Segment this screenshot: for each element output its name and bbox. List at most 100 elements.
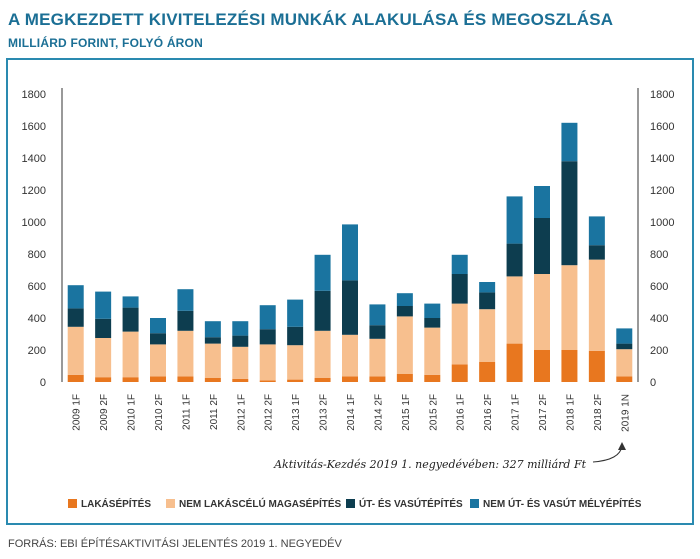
- annotation-arrow: [592, 445, 623, 463]
- bar-segment: [342, 376, 358, 382]
- bar-segment: [479, 282, 496, 293]
- bar-segment: [314, 378, 331, 382]
- bar-segment: [369, 325, 386, 339]
- bar-segment: [150, 344, 166, 377]
- y-tick-label-right: 200: [650, 345, 668, 357]
- bar-segment: [95, 318, 112, 338]
- legend-swatch: [470, 499, 479, 508]
- bar-segment: [259, 380, 276, 382]
- bar-segment: [616, 349, 633, 377]
- legend-swatch: [346, 499, 355, 508]
- chart-subtitle: MILLIÁRD FORINT, FOLYÓ ÁRON: [8, 36, 203, 50]
- y-tick-label-left: 1200: [22, 185, 46, 197]
- x-tick-label: 2016 1F: [456, 394, 467, 431]
- bar-segment: [534, 218, 550, 274]
- bar-segment: [396, 374, 413, 382]
- x-tick-label: 2009 1F: [72, 394, 83, 431]
- y-tick-label-right: 1200: [650, 185, 674, 197]
- bar-segment: [451, 303, 468, 365]
- bar-segment: [369, 338, 386, 377]
- x-axis-labels: 2009 1F 2009 2F 2010 1F 2010 2F 2011 1F 2011 …: [72, 394, 632, 432]
- bar-segment: [396, 293, 413, 306]
- bar-segment: [67, 374, 84, 382]
- legend-label: LAKÁSÉPÍTÉS: [81, 497, 151, 510]
- x-tick-label: 2010 2F: [154, 394, 165, 431]
- bar-segment: [534, 274, 550, 350]
- legend-swatch: [166, 499, 175, 508]
- bar-segment: [232, 346, 249, 379]
- y-tick-label-right: 1600: [650, 121, 674, 133]
- bar-segment: [314, 290, 331, 331]
- x-tick-label: 2011 1F: [181, 394, 192, 430]
- y-tick-label-left: 1000: [22, 217, 46, 229]
- x-tick-label: 2013 1F: [291, 394, 302, 431]
- legend: LAKÁSÉPÍTÉS NEM LAKÁSCÉLÚ MAGASÉPÍTÉS ÚT- …: [68, 497, 642, 510]
- bar-segment: [369, 304, 386, 326]
- y-tick-label-left: 600: [28, 281, 46, 293]
- bar-segment: [67, 308, 84, 327]
- y-tick-label-right: 400: [650, 313, 668, 325]
- bar-segment: [314, 254, 331, 291]
- y-tick-label-left: 1600: [22, 121, 46, 133]
- annotation-arrowhead: [618, 442, 626, 450]
- bar-segment: [479, 292, 496, 310]
- bar-segment: [177, 330, 194, 377]
- y-tick-label-right: 0: [650, 377, 656, 389]
- bar-segment: [67, 285, 84, 309]
- legend-swatch: [68, 499, 77, 508]
- bar-segment: [204, 337, 221, 344]
- bar-segment: [287, 345, 304, 380]
- bar-segment: [561, 265, 578, 350]
- x-tick-label: 2017 1F: [511, 394, 522, 431]
- legend-label: ÚT- ÉS VASÚTÉPÍTÉS: [359, 497, 463, 510]
- bar-segment: [506, 343, 523, 382]
- bars: [67, 122, 633, 382]
- bar-segment: [177, 310, 194, 331]
- bar-segment: [67, 326, 84, 375]
- bar-segment: [95, 377, 112, 382]
- bar-segment: [451, 364, 468, 382]
- bar-segment: [150, 318, 166, 334]
- annotation-text: Aktivitás-Kezdés 2019 1. negyedévében: 3…: [273, 458, 586, 471]
- bar-segment: [506, 243, 523, 277]
- legend-label: NEM LAKÁSCÉLÚ MAGASÉPÍTÉS: [179, 497, 342, 510]
- bar-segment: [588, 216, 605, 246]
- y-tick-label-right: 1000: [650, 217, 674, 229]
- chart-title: A MEGKEZDETT KIVITELEZÉSI MUNKÁK ALAKULÁ…: [8, 10, 614, 29]
- source-note: FORRÁS: EBI ÉPÍTÉSAKTIVITÁSI JELENTÉS 20…: [8, 538, 342, 550]
- bar-segment: [451, 254, 468, 274]
- x-tick-label: 2016 2F: [483, 394, 494, 431]
- legend-label: NEM ÚT- ÉS VASÚT MÉLYÉPÍTÉS: [483, 497, 642, 510]
- bar-segment: [506, 196, 523, 244]
- x-tick-label: 2019 1N: [620, 394, 631, 432]
- bar-segment: [616, 328, 633, 344]
- bar-segment: [95, 291, 112, 319]
- bar-segment: [232, 335, 249, 347]
- x-tick-label: 2014 2F: [373, 394, 384, 431]
- bar-segment: [534, 350, 550, 382]
- bar-segment: [616, 343, 633, 350]
- bar-segment: [588, 259, 605, 351]
- y-tick-label-left: 0: [40, 377, 46, 389]
- y-tick-label-right: 600: [650, 281, 668, 293]
- bar-segment: [122, 307, 139, 332]
- bar-segment: [259, 305, 276, 330]
- bar-segment: [396, 316, 413, 374]
- bar-segment: [561, 350, 578, 382]
- x-tick-label: 2009 2F: [99, 394, 110, 431]
- x-tick-label: 2014 1F: [346, 394, 357, 431]
- bar-segment: [287, 299, 304, 327]
- bar-segment: [122, 331, 139, 378]
- bar-segment: [259, 344, 276, 381]
- bar-segment: [122, 296, 139, 308]
- x-tick-label: 2015 1F: [401, 394, 412, 431]
- bar-segment: [177, 289, 194, 311]
- bar-segment: [588, 350, 605, 382]
- chart-frame: [6, 58, 694, 525]
- bar-segment: [342, 334, 358, 377]
- bar-segment: [506, 276, 523, 344]
- bar-segment: [204, 378, 221, 382]
- bar-segment: [561, 122, 578, 162]
- bar-segment: [204, 343, 221, 378]
- right-y-axis: 0 200 400 600 800 1000 1200 1400 1600 1800: [637, 88, 674, 389]
